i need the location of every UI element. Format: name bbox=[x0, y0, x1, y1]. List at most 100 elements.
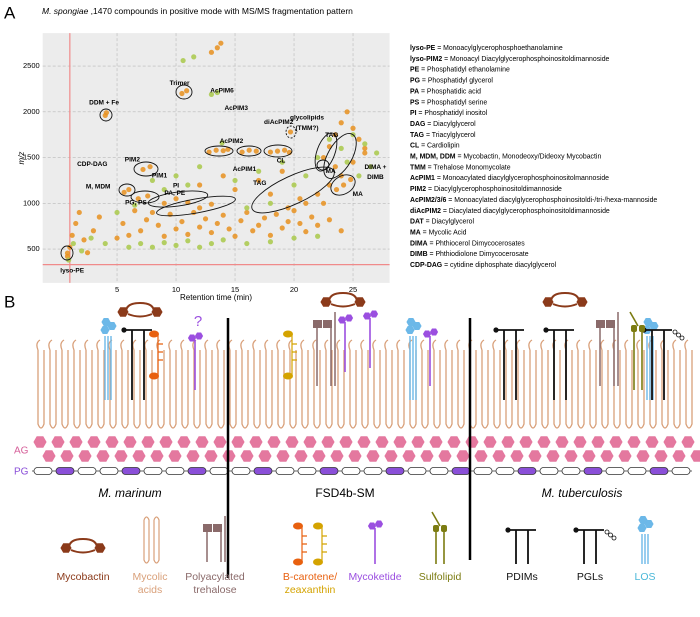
point bbox=[84, 250, 91, 256]
term: DAT bbox=[410, 218, 424, 225]
ellipse bbox=[263, 144, 293, 158]
term: AcPIM2/3/6 bbox=[410, 197, 447, 204]
point bbox=[102, 240, 108, 247]
mycolic-acid bbox=[276, 339, 285, 429]
term: PG bbox=[410, 77, 420, 84]
arabinogalactan bbox=[672, 450, 686, 462]
point bbox=[350, 159, 356, 165]
abbreviation: diAcPIM2 = Diacylated diacylglycerophosp… bbox=[410, 208, 610, 215]
point bbox=[253, 148, 259, 154]
sugar bbox=[313, 320, 322, 328]
icon-stroke bbox=[576, 529, 604, 564]
annotation: M, MDM bbox=[86, 184, 111, 191]
term: lyso-PE bbox=[410, 45, 436, 52]
point bbox=[315, 233, 321, 239]
arabinogalactan bbox=[438, 450, 452, 462]
term: PIM2 bbox=[410, 186, 426, 193]
peptidoglycan bbox=[671, 467, 691, 475]
point bbox=[297, 220, 303, 227]
mycolic-acid bbox=[180, 339, 189, 429]
point bbox=[362, 141, 368, 147]
sugar bbox=[676, 332, 681, 338]
mycolic-acid bbox=[516, 339, 525, 429]
point bbox=[267, 232, 274, 238]
arabinogalactan bbox=[609, 436, 623, 448]
point bbox=[256, 177, 262, 184]
peptidoglycan bbox=[649, 467, 669, 475]
definition: = Phosphatidyl serine bbox=[419, 99, 487, 106]
arabinogalactan bbox=[456, 450, 470, 462]
mycolic-acid bbox=[264, 339, 273, 429]
icon-stroke bbox=[321, 526, 327, 562]
abbreviation: MA = Mycolic Acid bbox=[410, 229, 467, 236]
annotation: PI bbox=[173, 183, 179, 190]
sugar bbox=[637, 524, 647, 532]
point bbox=[291, 208, 297, 214]
point bbox=[69, 232, 75, 238]
mycolic-acid bbox=[48, 339, 57, 429]
icon-stroke bbox=[125, 301, 155, 318]
title-species: M. spongiae bbox=[42, 6, 89, 16]
carotene-ring bbox=[313, 522, 323, 530]
ellipse bbox=[118, 183, 136, 197]
carotene-ring bbox=[313, 558, 323, 566]
arabinogalactan bbox=[618, 450, 632, 462]
mycolic-acid bbox=[372, 339, 381, 429]
icon-stroke bbox=[599, 312, 619, 386]
annotation: PA, PE bbox=[164, 190, 185, 197]
point bbox=[208, 49, 215, 55]
mycolic-acid bbox=[60, 339, 69, 429]
arabinogalactan bbox=[564, 450, 578, 462]
point bbox=[138, 228, 144, 234]
arabinogalactan bbox=[204, 450, 218, 462]
arabinogalactan bbox=[33, 436, 47, 448]
point bbox=[362, 150, 368, 156]
arabinogalactan bbox=[60, 450, 74, 462]
mycobactin-ring bbox=[94, 543, 106, 553]
ellipse bbox=[236, 145, 262, 157]
arabinogalactan bbox=[132, 450, 146, 462]
point bbox=[267, 149, 274, 155]
strain-label: FSD4b-SM bbox=[315, 486, 374, 500]
annotation: (TMM?) bbox=[295, 125, 318, 132]
point bbox=[179, 90, 185, 97]
point bbox=[208, 201, 215, 207]
arabinogalactan bbox=[501, 436, 515, 448]
legend-label: Sulfolipid bbox=[419, 571, 462, 583]
point bbox=[326, 136, 333, 142]
term: DIMB bbox=[410, 251, 428, 258]
definition: = Diacylglycerophosphoinositoldimannosid… bbox=[426, 186, 562, 193]
point bbox=[161, 240, 167, 246]
point bbox=[291, 182, 297, 188]
ellipse bbox=[285, 125, 297, 139]
arabinogalactan bbox=[69, 436, 83, 448]
point bbox=[179, 218, 185, 225]
point bbox=[149, 177, 156, 184]
point bbox=[206, 149, 212, 155]
point bbox=[126, 244, 132, 250]
mycolic-acid bbox=[324, 339, 333, 429]
point bbox=[232, 177, 238, 184]
annotation: AcPIM1 bbox=[233, 166, 257, 173]
point bbox=[220, 148, 226, 154]
arabinogalactan bbox=[690, 450, 700, 462]
term: PS bbox=[410, 99, 420, 106]
point bbox=[197, 205, 203, 211]
annotation: PIM2 bbox=[125, 157, 141, 164]
abbreviation: AcPIM2/3/6 = Monoacylated diacylglycerop… bbox=[410, 197, 657, 204]
point bbox=[140, 166, 146, 173]
point bbox=[173, 196, 179, 202]
point bbox=[173, 173, 179, 179]
sugar bbox=[187, 334, 197, 342]
legend-label: Mycolic bbox=[132, 571, 167, 583]
peptidoglycan bbox=[407, 467, 427, 475]
point bbox=[173, 242, 179, 248]
point bbox=[326, 217, 333, 223]
annotation: Trimer bbox=[170, 80, 190, 87]
mycolic-acid bbox=[288, 339, 297, 429]
point bbox=[244, 240, 250, 247]
sugar bbox=[429, 328, 439, 336]
annotation: DIMA + bbox=[364, 164, 386, 171]
peptidoglycan bbox=[209, 467, 229, 475]
ellipse bbox=[133, 161, 159, 177]
